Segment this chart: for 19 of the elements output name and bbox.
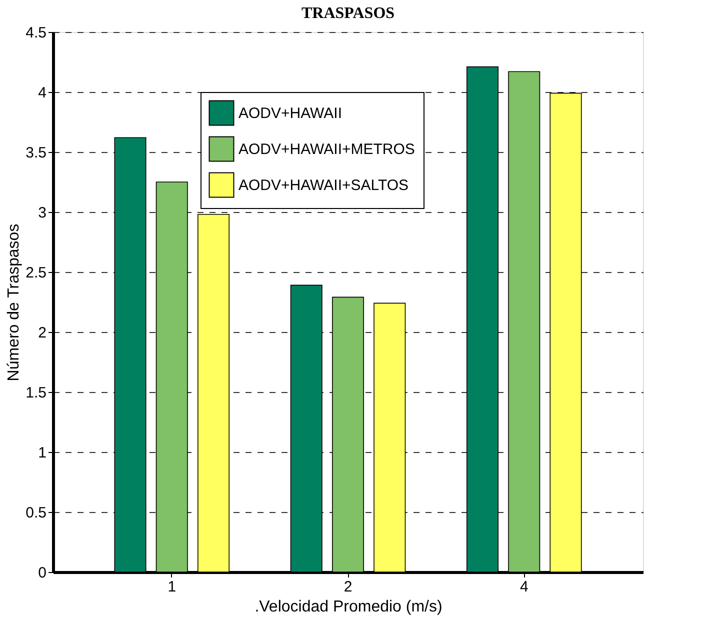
y-tick-label: 3.5 bbox=[26, 144, 46, 162]
y-tick-label: 0.5 bbox=[26, 504, 46, 522]
y-tick-label: 4.5 bbox=[26, 24, 46, 42]
x-tick-label: 4 bbox=[520, 578, 528, 596]
y-tick-label: 1 bbox=[38, 444, 46, 462]
legend-label: AODV+HAWAII+SALTOS bbox=[238, 177, 409, 194]
y-tick-label: 2 bbox=[38, 324, 46, 342]
y-axis-title: Número de Traspasos bbox=[6, 224, 23, 382]
y-tick-label: 0 bbox=[38, 564, 46, 582]
x-tick-label: 2 bbox=[344, 578, 352, 596]
legend-label: AODV+HAWAII bbox=[238, 105, 342, 122]
y-tick-label: 3 bbox=[38, 204, 46, 222]
x-axis-title: .Velocidad Promedio (m/s) bbox=[254, 598, 442, 616]
chart-title: TRASPASOS bbox=[301, 5, 395, 22]
y-tick-label: 2.5 bbox=[26, 264, 46, 282]
y-tick-label: 1.5 bbox=[26, 384, 46, 402]
legend-label: AODV+HAWAII+METROS bbox=[238, 141, 415, 158]
x-tick-label: 1 bbox=[168, 578, 176, 596]
y-tick-label: 4 bbox=[38, 84, 46, 102]
